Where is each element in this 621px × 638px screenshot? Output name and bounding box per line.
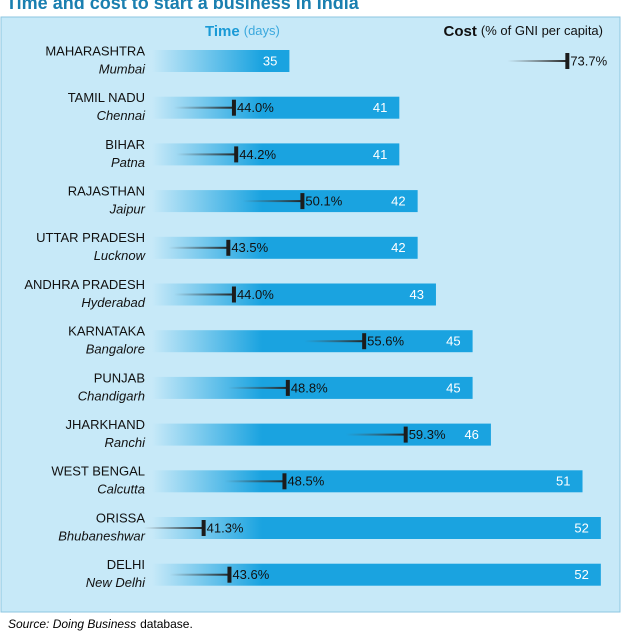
state-label: WEST BENGAL <box>51 464 145 479</box>
city-label: Chennai <box>97 108 147 123</box>
cost-marker <box>282 473 287 490</box>
cost-tail <box>176 153 237 156</box>
state-label: BIHAR <box>105 137 145 152</box>
time-legend-name: Time <box>205 23 240 40</box>
state-label: TAMIL NADU <box>68 90 145 105</box>
cost-marker <box>234 146 239 163</box>
cost-label: 43.5% <box>231 240 268 255</box>
time-label: 45 <box>446 380 460 395</box>
cost-legend: Cost (% of GNI per capita) <box>444 23 603 40</box>
time-bar <box>152 517 601 539</box>
chart-title: Time and cost to start a business in Ind… <box>6 0 360 13</box>
cost-marker <box>565 53 570 69</box>
time-label: 45 <box>446 334 460 349</box>
city-label: Jaipur <box>109 202 146 217</box>
state-label: ORISSA <box>96 510 145 525</box>
cost-label: 50.1% <box>305 194 342 209</box>
cost-tail <box>168 246 229 249</box>
cost-tail <box>173 106 234 109</box>
cost-tail <box>345 433 406 436</box>
time-bar <box>152 283 436 306</box>
city-label: Hyderabad <box>81 295 145 310</box>
time-label: 46 <box>464 427 478 442</box>
cost-label: 44.2% <box>239 147 276 162</box>
state-label: DELHI <box>107 557 145 572</box>
city-label: Lucknow <box>94 248 147 263</box>
state-label: KARNATAKA <box>68 324 145 339</box>
cost-tail <box>143 527 204 529</box>
time-bar <box>152 376 473 399</box>
cost-label: 59.3% <box>409 427 446 442</box>
cost-label: 43.6% <box>232 567 269 582</box>
state-label: JHARKHAND <box>66 417 145 432</box>
cost-marker <box>285 379 290 396</box>
city-label: Mumbai <box>99 61 146 76</box>
source-text: database. <box>140 617 193 631</box>
cost-label: 41.3% <box>207 520 244 535</box>
state-label: RAJASTHAN <box>68 184 145 199</box>
cost-marker <box>362 333 367 350</box>
cost-label: 48.8% <box>291 380 328 395</box>
time-bar <box>152 50 290 72</box>
time-label: 43 <box>409 287 423 302</box>
city-label: Ranchi <box>105 435 147 450</box>
state-label: MAHARASHTRA <box>45 43 145 58</box>
time-bar <box>152 236 418 259</box>
cost-marker <box>226 239 231 256</box>
time-label: 52 <box>574 520 588 535</box>
city-label: Patna <box>111 155 145 170</box>
cost-tail <box>169 573 230 576</box>
cost-label: 44.0% <box>237 287 274 302</box>
cost-tail <box>507 60 568 62</box>
cost-label: 73.7% <box>570 53 607 68</box>
cost-marker <box>201 520 206 536</box>
city-label: Chandigarh <box>78 388 145 403</box>
time-label: 41 <box>373 100 387 115</box>
state-label: UTTAR PRADESH <box>36 230 145 245</box>
state-label: PUNJAB <box>94 370 145 385</box>
city-label: Bangalore <box>86 342 145 357</box>
time-bar <box>152 96 400 119</box>
cost-marker <box>403 426 408 443</box>
cost-tail <box>173 293 234 296</box>
time-legend: Time (days) <box>205 23 280 40</box>
time-label: 52 <box>574 567 588 582</box>
cost-legend-unit: (% of GNI per capita) <box>481 23 603 38</box>
cost-label: 55.6% <box>367 334 404 349</box>
time-bar <box>152 143 400 166</box>
cost-tail <box>224 480 285 483</box>
cost-marker <box>231 99 236 116</box>
cost-tail <box>242 200 303 203</box>
time-label: 42 <box>391 240 405 255</box>
state-label: ANDHRA PRADESH <box>24 277 145 292</box>
cost-tail <box>304 340 365 343</box>
time-label: 41 <box>373 147 387 162</box>
time-legend-unit: (days) <box>244 23 280 38</box>
cost-label: 48.5% <box>287 474 324 489</box>
city-label: Calcutta <box>97 482 145 497</box>
time-bar <box>152 563 601 586</box>
time-label: 35 <box>263 53 277 68</box>
time-bar <box>152 470 583 493</box>
source-italic: Source: Doing Business <box>8 617 136 631</box>
city-label: New Delhi <box>86 575 146 590</box>
cost-legend-name: Cost <box>444 23 477 40</box>
cost-tail <box>227 386 288 389</box>
source: Source: Doing Business database. <box>8 617 193 631</box>
time-label: 51 <box>556 474 570 489</box>
cost-marker <box>300 193 305 210</box>
cost-marker <box>227 566 232 583</box>
cost-marker <box>231 286 236 303</box>
cost-label: 44.0% <box>237 100 274 115</box>
time-label: 42 <box>391 194 405 209</box>
city-label: Bhubaneshwar <box>58 528 145 543</box>
